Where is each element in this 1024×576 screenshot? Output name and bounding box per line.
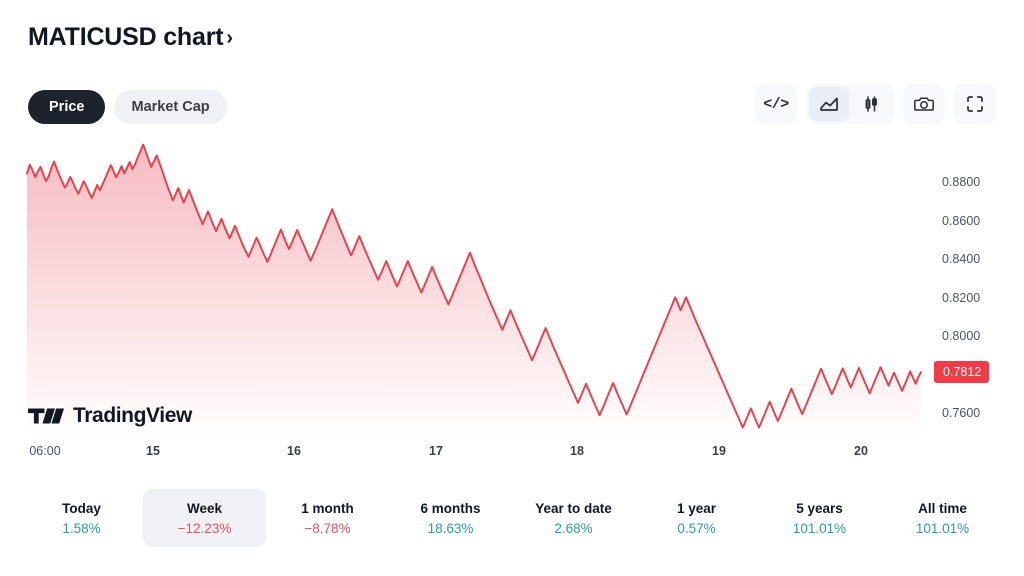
chart-mode-tabs: Price Market Cap: [28, 90, 227, 124]
performance-row: Today 1.58% Week −12.23% 1 month −8.78% 6 mont…: [20, 489, 1004, 547]
performance-value: 1.58%: [62, 520, 101, 536]
performance-cell-5-years[interactable]: 5 years 101.01%: [758, 489, 881, 547]
chart-toolbar: </>: [755, 84, 996, 124]
snapshot-button[interactable]: [903, 84, 945, 124]
area-chart-icon: [818, 93, 840, 115]
embed-code-button[interactable]: </>: [755, 84, 797, 124]
page-title-text: MATICUSD chart: [28, 23, 224, 51]
performance-cell-today[interactable]: Today 1.58%: [20, 489, 143, 547]
performance-cell-6-months[interactable]: 6 months 18.63%: [389, 489, 512, 547]
performance-value: 2.68%: [554, 520, 593, 536]
performance-cell-week[interactable]: Week −12.23%: [143, 489, 266, 547]
time-axis-tick: 19: [712, 444, 726, 458]
time-axis-tick: 18: [570, 444, 584, 458]
performance-value: 18.63%: [427, 520, 474, 536]
time-axis-tick: 16: [287, 444, 301, 458]
performance-cell-year-to-date[interactable]: Year to date 2.68%: [512, 489, 635, 547]
price-line: [26, 143, 922, 429]
time-axis-tick: 15: [146, 444, 160, 458]
camera-icon: [913, 93, 935, 115]
performance-value: 101.01%: [792, 520, 847, 536]
performance-cell-1-year[interactable]: 1 year 0.57%: [635, 489, 758, 547]
price-chart-svg: [26, 143, 922, 437]
code-icon: </>: [763, 95, 789, 113]
performance-label: Week: [186, 500, 223, 516]
area-chart-button[interactable]: [809, 87, 849, 121]
performance-value: 0.57%: [677, 520, 716, 536]
candlestick-icon: [860, 93, 882, 115]
page-title[interactable]: MATICUSD chart ›: [28, 22, 233, 52]
performance-value: 101.01%: [915, 520, 970, 536]
tradingview-wordmark: TradingView: [73, 404, 192, 427]
chart-type-group: [806, 84, 894, 124]
price-chart[interactable]: [0, 136, 1024, 438]
area-fill: [27, 144, 921, 437]
performance-label: 1 year: [676, 500, 717, 516]
candlestick-chart-button[interactable]: [851, 87, 891, 121]
performance-label: Today: [62, 500, 101, 516]
tab-price[interactable]: Price: [28, 90, 106, 124]
performance-label: Year to date: [535, 500, 612, 516]
performance-label: 1 month: [301, 500, 354, 516]
performance-label: 5 years: [796, 500, 843, 516]
performance-label: All time: [918, 500, 967, 516]
tab-market-cap[interactable]: Market Cap: [114, 90, 227, 124]
time-axis: 06:00 15 16 17 18 19 20: [0, 444, 1024, 464]
time-axis-tick: 17: [429, 444, 443, 458]
tradingview-logo[interactable]: TradingView: [28, 404, 192, 428]
fullscreen-icon: [964, 93, 986, 115]
performance-value: −8.78%: [304, 520, 351, 536]
performance-cell-all-time[interactable]: All time 101.01%: [881, 489, 1004, 547]
chevron-right-icon: ›: [226, 27, 234, 49]
performance-label: 6 months: [420, 500, 481, 516]
tradingview-mark-icon: [28, 406, 64, 426]
time-axis-tick: 20: [854, 444, 868, 458]
performance-value: −12.23%: [177, 520, 232, 536]
time-axis-tick: 06:00: [29, 444, 61, 458]
performance-cell-1-month[interactable]: 1 month −8.78%: [266, 489, 389, 547]
fullscreen-button[interactable]: [954, 84, 996, 124]
